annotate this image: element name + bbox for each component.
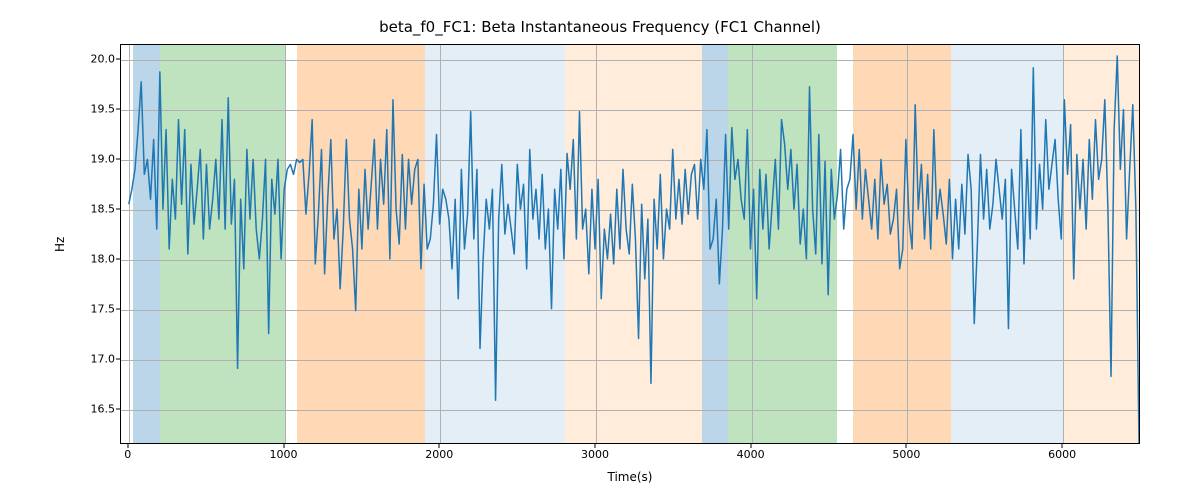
chart-container: beta_f0_FC1: Beta Instantaneous Frequenc…	[0, 0, 1200, 500]
data-line	[129, 56, 1139, 443]
x-tick-label: 1000	[270, 448, 298, 461]
y-tick-mark	[116, 309, 120, 310]
y-tick-mark	[116, 359, 120, 360]
x-axis-label: Time(s)	[120, 470, 1140, 484]
x-tick-mark	[750, 444, 751, 448]
y-tick-mark	[116, 259, 120, 260]
y-tick-label: 17.5	[75, 303, 115, 316]
y-tick-label: 19.0	[75, 153, 115, 166]
y-tick-mark	[116, 209, 120, 210]
x-tick-label: 3000	[581, 448, 609, 461]
x-tick-mark	[906, 444, 907, 448]
y-tick-mark	[116, 59, 120, 60]
x-tick-label: 0	[124, 448, 131, 461]
line-chart-svg	[121, 45, 1139, 443]
y-axis-label: Hz	[50, 44, 70, 444]
y-tick-label: 20.0	[75, 53, 115, 66]
y-tick-mark	[116, 159, 120, 160]
x-tick-label: 2000	[425, 448, 453, 461]
y-tick-label: 18.5	[75, 203, 115, 216]
y-tick-mark	[116, 409, 120, 410]
y-tick-label: 17.0	[75, 353, 115, 366]
y-tick-label: 16.5	[75, 403, 115, 416]
x-tick-label: 5000	[892, 448, 920, 461]
x-tick-mark	[439, 444, 440, 448]
chart-title: beta_f0_FC1: Beta Instantaneous Frequenc…	[0, 18, 1200, 36]
x-tick-mark	[594, 444, 595, 448]
x-tick-label: 4000	[737, 448, 765, 461]
x-tick-label: 6000	[1048, 448, 1076, 461]
x-tick-mark	[1062, 444, 1063, 448]
x-tick-mark	[127, 444, 128, 448]
y-tick-label: 19.5	[75, 103, 115, 116]
plot-area	[120, 44, 1140, 444]
x-tick-mark	[283, 444, 284, 448]
y-tick-mark	[116, 109, 120, 110]
y-tick-label: 18.0	[75, 253, 115, 266]
